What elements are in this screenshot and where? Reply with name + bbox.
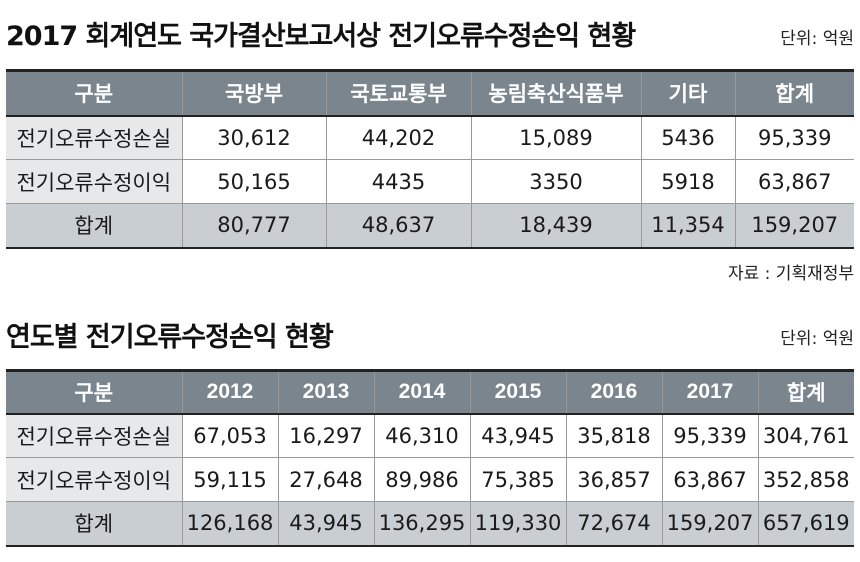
source-note: 자료 : 기획재정부 xyxy=(727,264,854,284)
header-year: 2017 xyxy=(661,370,758,415)
table-cell: 18,439 xyxy=(470,203,641,248)
table-cell: 11,354 xyxy=(640,203,735,248)
table-cell: 89,986 xyxy=(373,457,470,502)
table-cell: 80,777 xyxy=(181,203,326,248)
table-cell: 63,867 xyxy=(734,159,854,204)
table-cell: 67,053 xyxy=(181,413,278,458)
table-header-row: 구분 2012 2013 2014 2015 2016 2017 합계 xyxy=(6,370,854,415)
ministry-table: 구분 국방부 국토교통부 농림축산식품부 기타 합계 전기오류수정손실 30,6… xyxy=(6,69,854,249)
table-row: 전기오류수정손실 30,612 44,202 15,089 5436 95,33… xyxy=(6,115,854,160)
header-defense: 국방부 xyxy=(181,70,326,117)
header-total: 합계 xyxy=(734,70,854,117)
table-cell: 3350 xyxy=(470,159,641,204)
row-label: 전기오류수정손실 xyxy=(6,413,182,458)
table-cell: 30,612 xyxy=(181,115,326,160)
table-cell: 159,207 xyxy=(661,501,758,546)
table-row: 전기오류수정이익 50,165 4435 3350 5918 63,867 xyxy=(6,159,854,204)
table-row: 전기오류수정손실 67,053 16,297 46,310 43,945 35,… xyxy=(6,413,854,458)
table-header-row: 구분 국방부 국토교통부 농림축산식품부 기타 합계 xyxy=(6,70,854,117)
header-year: 2012 xyxy=(181,370,278,415)
header-year: 2015 xyxy=(469,370,566,415)
table-cell: 136,295 xyxy=(373,501,470,546)
table-row: 전기오류수정이익 59,115 27,648 89,986 75,385 36,… xyxy=(6,457,854,502)
table-cell: 36,857 xyxy=(565,457,662,502)
table-cell: 44,202 xyxy=(325,115,471,160)
row-label: 전기오류수정이익 xyxy=(6,457,182,502)
header-land-transport: 국토교통부 xyxy=(325,70,471,117)
row-label: 합계 xyxy=(6,501,182,546)
table-total-row: 합계 80,777 48,637 18,439 11,354 159,207 xyxy=(6,203,854,248)
table-cell: 95,339 xyxy=(734,115,854,160)
table-cell: 15,089 xyxy=(470,115,641,160)
table-cell: 304,761 xyxy=(757,413,854,458)
header-agriculture: 농림축산식품부 xyxy=(470,70,641,117)
header-other: 기타 xyxy=(640,70,735,117)
table-cell: 16,297 xyxy=(277,413,374,458)
header-year: 2014 xyxy=(373,370,470,415)
table-cell: 95,339 xyxy=(661,413,758,458)
table-cell: 63,867 xyxy=(661,457,758,502)
table-cell: 43,945 xyxy=(277,501,374,546)
row-label: 전기오류수정손실 xyxy=(6,115,182,160)
table-cell: 50,165 xyxy=(181,159,326,204)
table-cell: 72,674 xyxy=(565,501,662,546)
table-cell: 35,818 xyxy=(565,413,662,458)
section1-title: 2017 회계연도 국가결산보고서상 전기오류수정손익 현황 xyxy=(6,21,636,52)
row-label: 전기오류수정이익 xyxy=(6,159,182,204)
table-cell: 27,648 xyxy=(277,457,374,502)
table-cell: 5436 xyxy=(640,115,735,160)
table-cell: 46,310 xyxy=(373,413,470,458)
table-cell: 126,168 xyxy=(181,501,278,546)
table-cell: 352,858 xyxy=(757,457,854,502)
table-cell: 75,385 xyxy=(469,457,566,502)
section2-unit: 단위: 억원 xyxy=(780,329,854,349)
header-year: 2013 xyxy=(277,370,374,415)
header-year: 2016 xyxy=(565,370,662,415)
header-category: 구분 xyxy=(6,70,182,117)
table-cell: 657,619 xyxy=(757,501,854,546)
table-cell: 43,945 xyxy=(469,413,566,458)
table-cell: 59,115 xyxy=(181,457,278,502)
header-category: 구분 xyxy=(6,370,182,415)
header-total: 합계 xyxy=(757,370,854,415)
table-cell: 5918 xyxy=(640,159,735,204)
table-cell: 159,207 xyxy=(734,203,854,248)
yearly-table: 구분 2012 2013 2014 2015 2016 2017 합계 전기오류… xyxy=(6,369,854,547)
row-label: 합계 xyxy=(6,203,182,248)
table-cell: 4435 xyxy=(325,159,471,204)
section2-title: 연도별 전기오류수정손익 현황 xyxy=(6,322,334,353)
table-total-row: 합계 126,168 43,945 136,295 119,330 72,674… xyxy=(6,501,854,546)
table-cell: 48,637 xyxy=(325,203,471,248)
table-cell: 119,330 xyxy=(469,501,566,546)
section1-unit: 단위: 억원 xyxy=(780,29,854,49)
